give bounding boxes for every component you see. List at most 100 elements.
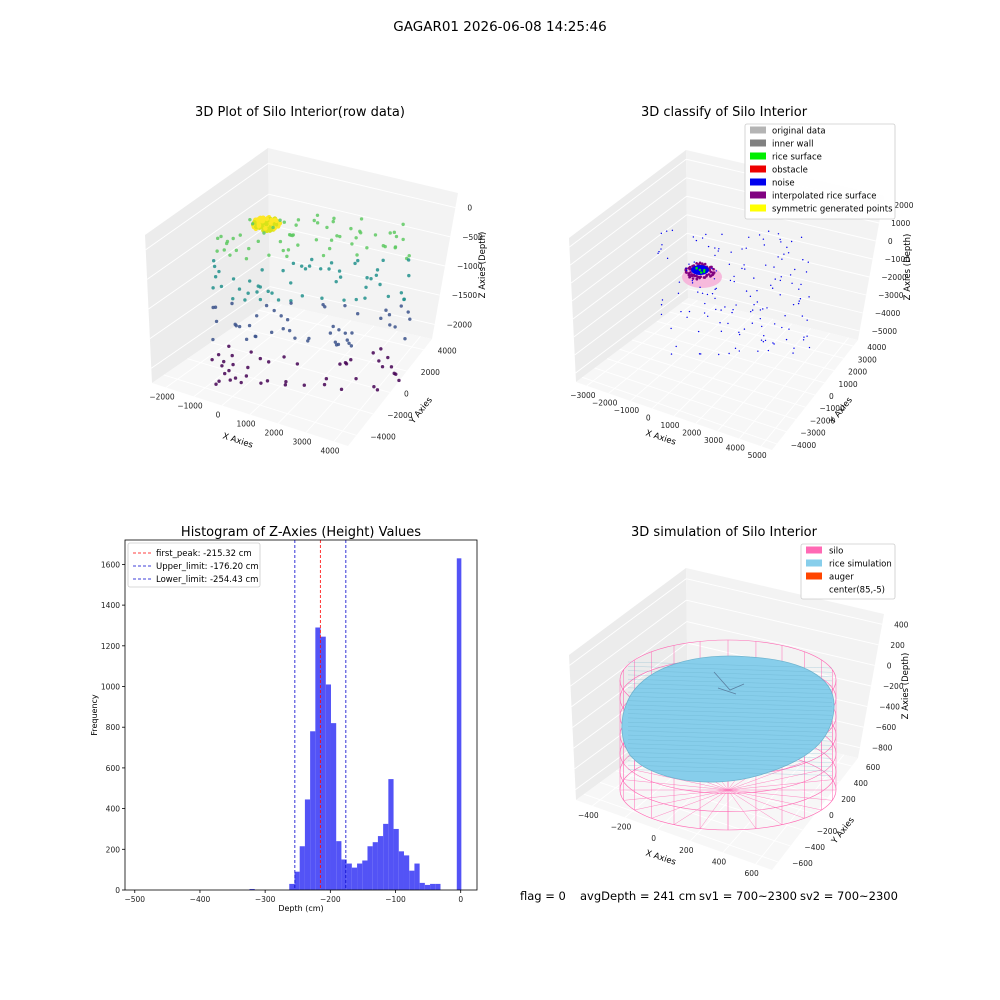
raw-data-point [387, 312, 392, 317]
classified-noise-point [779, 279, 782, 282]
classified-noise-point [751, 309, 754, 311]
classified-y-gridline [594, 367, 787, 433]
classified-noise-point [794, 268, 796, 271]
classified-noise-point [692, 236, 695, 238]
raw-data-point [378, 282, 382, 287]
classified-noise-point [688, 263, 690, 265]
classified-noise-point [807, 261, 809, 263]
raw-data-point [375, 388, 380, 392]
raw-data-point [282, 355, 286, 359]
raw-data-point [256, 223, 262, 229]
raw-data-point [374, 273, 379, 277]
raw-x-tick-label: 3000 [292, 438, 311, 447]
classified-noise-point [788, 328, 790, 330]
histogram-bar [367, 846, 373, 890]
simulation-x-axis-label: X Axies [644, 848, 677, 867]
classified-noise-point [808, 346, 811, 349]
raw-data-point [287, 328, 292, 333]
rice-simulation-mesh [627, 726, 833, 733]
raw-data-point [379, 347, 383, 351]
classified-noise-point [779, 238, 781, 241]
classified-noise-point [738, 331, 740, 334]
raw-data-point [217, 379, 221, 383]
histogram-bar [299, 846, 305, 890]
classified-y-gridline [656, 320, 835, 371]
histogram-x-tick-label: −500 [124, 895, 145, 904]
histogram-bar [362, 860, 368, 890]
raw-data-point [354, 376, 358, 381]
raw-data-point [266, 360, 271, 364]
raw-data-point [377, 359, 381, 363]
classified-noise-point [798, 300, 800, 302]
classified-noise-point [800, 283, 802, 286]
classified-noise-point [732, 309, 734, 311]
raw-data-point [212, 264, 217, 269]
classified-interpolated-point [684, 270, 688, 274]
raw-data-point [213, 305, 218, 309]
rice-simulation-mesh [627, 670, 833, 677]
raw-data-point [388, 231, 392, 235]
raw-data-point [227, 368, 231, 373]
classified-legend-swatch [750, 204, 766, 212]
histogram-bar [351, 867, 358, 890]
raw-data-point [329, 238, 334, 242]
raw-data-point [214, 382, 218, 386]
raw-y-gridline [187, 358, 374, 415]
classified-noise-point [717, 250, 719, 252]
classified-z-gridline [571, 214, 688, 302]
rice-simulation-mesh [627, 765, 833, 772]
classified-legend-label: symmetric generated points [772, 205, 893, 215]
raw-data-point [260, 218, 265, 224]
classified-noise-point [680, 310, 682, 313]
classified-noise-point [762, 308, 764, 310]
silo-floor-spoke [727, 789, 822, 811]
raw-z-tick-label: −500 [462, 233, 483, 242]
silo-floor-spoke [673, 789, 729, 825]
classified-noise-point [697, 291, 699, 293]
raw-data-point [219, 284, 224, 289]
classified-z-gridline [687, 232, 870, 278]
classified-noise-point [695, 239, 698, 242]
histogram-bar [315, 627, 321, 890]
classified-noise-point [714, 254, 716, 257]
raw-y-tick-label: 0 [404, 390, 409, 399]
histogram-x-tick-label: −300 [255, 895, 276, 904]
raw-data-point [349, 358, 353, 362]
raw-data-point [327, 246, 332, 251]
rice-simulation-mesh [627, 760, 833, 768]
raw-data-point [369, 277, 373, 281]
raw-data-point [397, 378, 401, 383]
raw-data-point [403, 337, 407, 341]
status-sv2: sv2 = 700~2300 [800, 889, 898, 903]
raw-data-point [222, 248, 226, 252]
raw-data-point [281, 248, 285, 253]
histogram-y-tick-label: 200 [106, 845, 121, 854]
classified-noise-point [756, 301, 759, 303]
raw-data-point [350, 242, 354, 246]
raw-data-point [314, 238, 319, 242]
raw-data-point [217, 269, 221, 274]
classified-noise-point [765, 264, 767, 266]
raw-data-point [234, 248, 239, 253]
classified-legend-swatch [750, 139, 766, 147]
simulation-y-gridline [599, 782, 791, 847]
histogram-y-tick-label: 600 [106, 764, 121, 773]
raw-data-point [386, 355, 390, 360]
classified-noise-point [792, 303, 795, 306]
raw-data-point [407, 273, 411, 278]
rice-simulation-mesh [627, 666, 833, 673]
raw-data-point [228, 378, 232, 382]
simulation-y-tick-label: 600 [866, 763, 881, 772]
classified-z-tick-label: −1000 [885, 255, 911, 264]
classified-noise-point [806, 335, 808, 337]
simulation-x-tick-label: 0 [651, 834, 656, 843]
classified-z-gridline [574, 269, 688, 356]
histogram-y-tick-label: 1400 [101, 601, 120, 610]
histogram-x-tick-label: −100 [385, 895, 406, 904]
figure-suptitle: GAGAR01 2026-06-08 14:25:46 [393, 19, 606, 35]
raw-data-point [227, 344, 231, 348]
simulation-y-gridline [615, 770, 803, 831]
classified-y-tick-label: 1000 [839, 380, 858, 389]
simulation-legend-swatch [806, 559, 822, 567]
histogram-bar [341, 859, 347, 890]
